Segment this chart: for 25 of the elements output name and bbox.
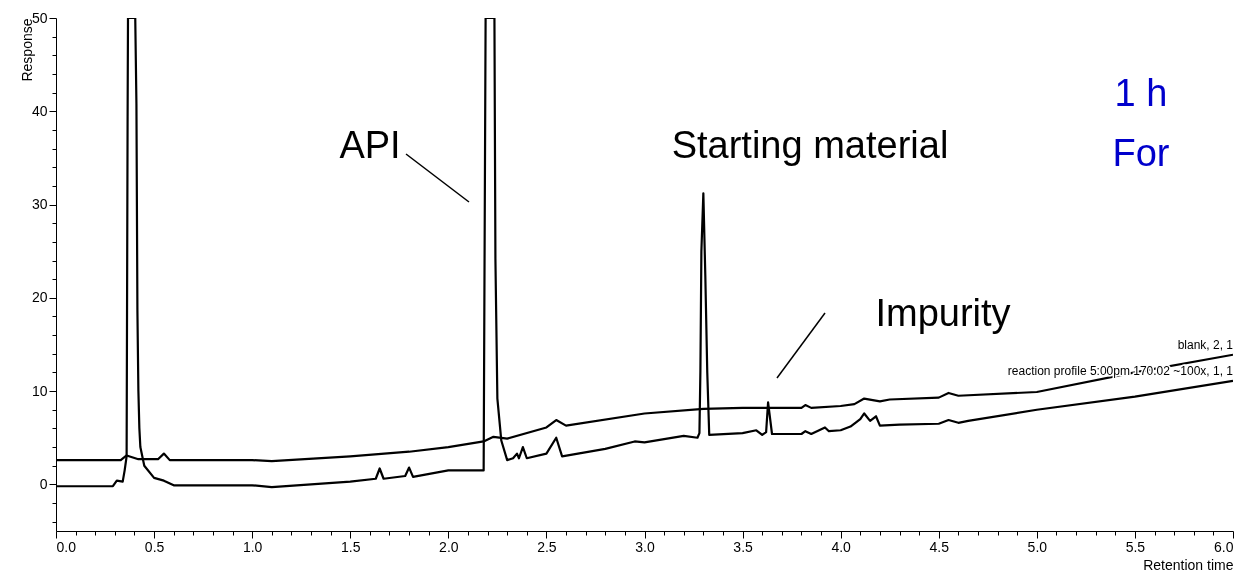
- annotation: API: [339, 124, 401, 166]
- x-tick-label: 1.5: [341, 538, 361, 555]
- x-tick-label: 3.5: [733, 538, 754, 555]
- x-tick-label: 2.5: [537, 538, 557, 555]
- y-tick-label: 0: [39, 475, 48, 492]
- y-tick-label: 20: [31, 289, 48, 306]
- x-tick-label: 2.0: [439, 538, 459, 555]
- x-tick-label: 4.5: [929, 538, 950, 555]
- x-tick-label: 1.0: [242, 538, 263, 555]
- annotation: For: [1112, 132, 1170, 174]
- annotation: Starting material: [671, 124, 949, 166]
- x-tick-label: 5.5: [1125, 538, 1146, 555]
- x-tick-label: 3.0: [635, 538, 655, 555]
- series-label: blank, 2, 1: [1177, 337, 1234, 352]
- x-tick-label: 0.5: [144, 538, 165, 555]
- x-tick-label: 0.0: [56, 538, 77, 555]
- x-axis-title: Retention time: [1143, 556, 1234, 573]
- x-tick-label: 6.0: [1214, 538, 1234, 555]
- y-tick-label: 40: [31, 102, 48, 119]
- y-tick-label: 30: [31, 196, 48, 213]
- annotation: 1 h: [1114, 72, 1168, 114]
- annotation: Impurity: [875, 292, 1011, 334]
- x-tick-label: 4.0: [831, 538, 852, 555]
- y-tick-label: 10: [31, 382, 48, 399]
- x-tick-label: 5.0: [1027, 538, 1048, 555]
